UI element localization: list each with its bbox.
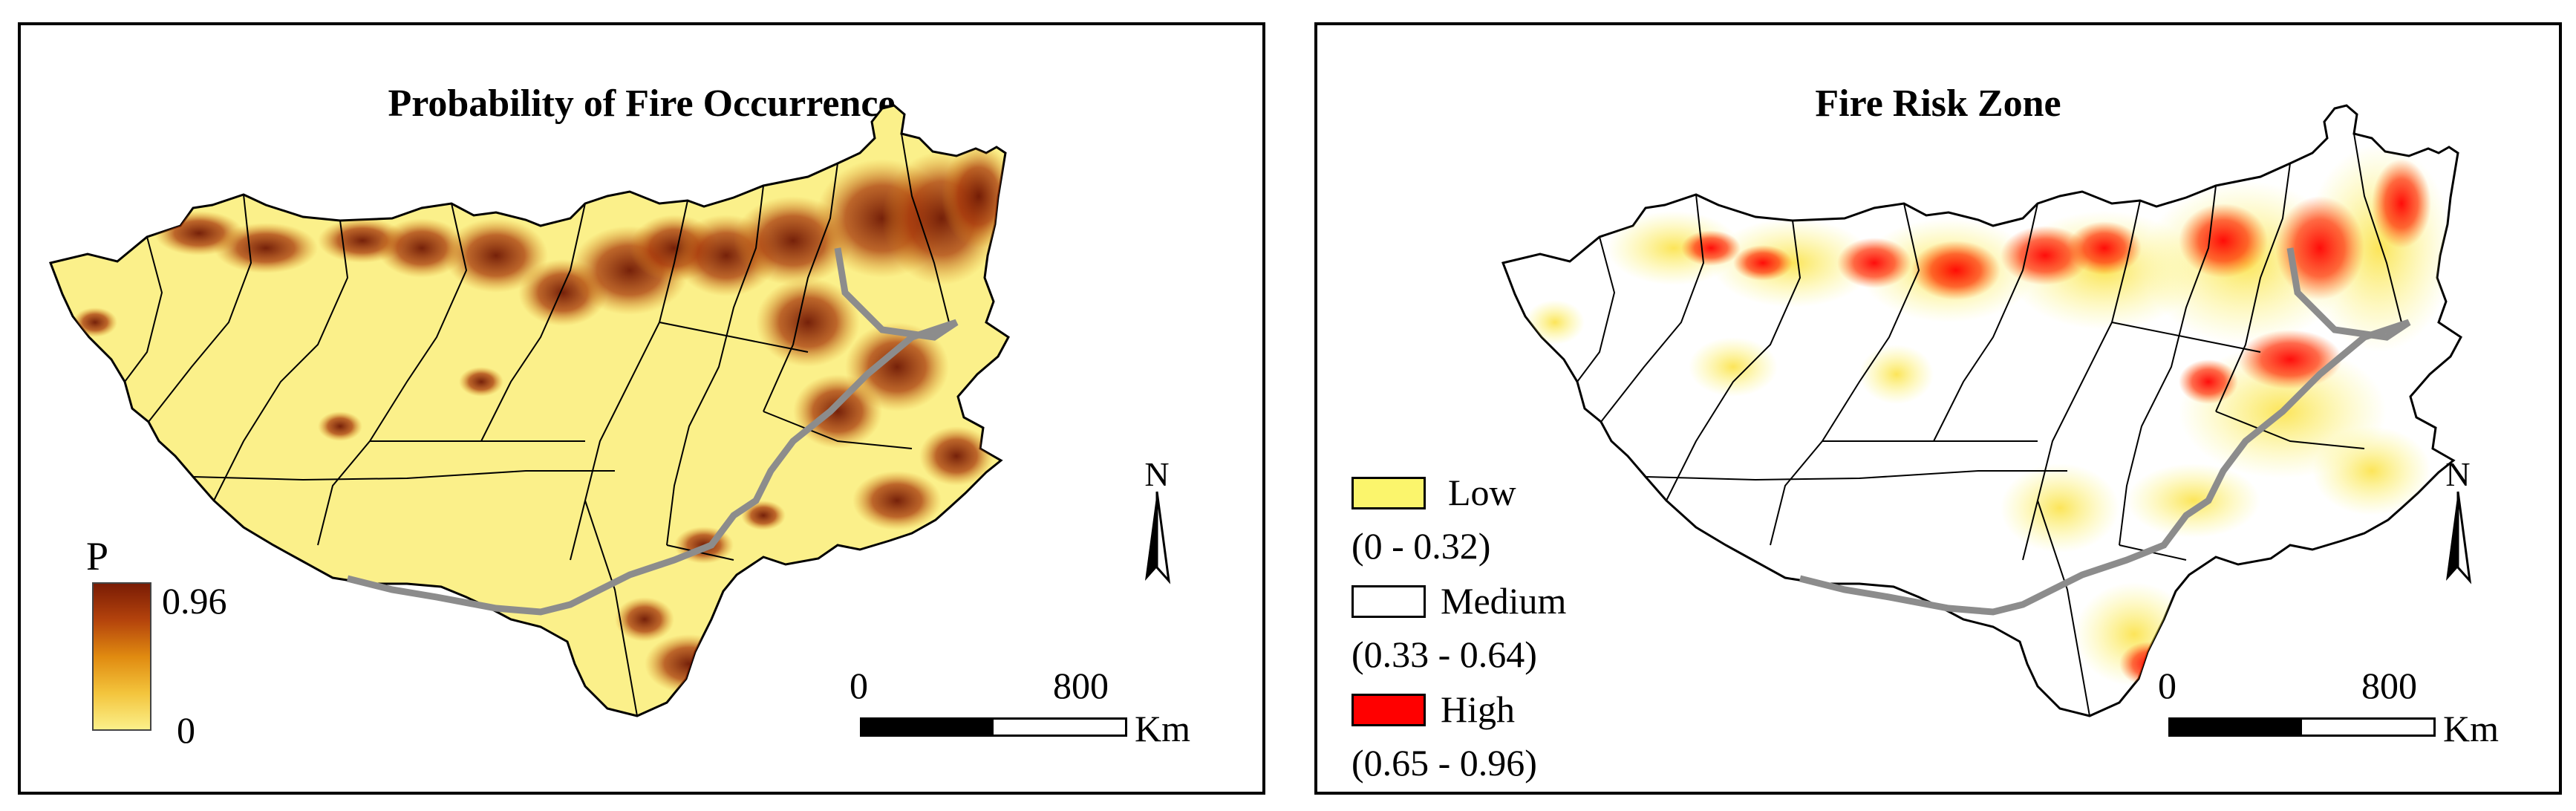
risk-country-border-line bbox=[1799, 247, 2411, 616]
legend-title: P bbox=[86, 534, 109, 579]
risk-district-boundaries bbox=[1576, 133, 2402, 717]
legend-label-low: Low bbox=[1448, 472, 1516, 513]
scale-zero-label: 0 bbox=[850, 665, 868, 706]
legend-range-medium: (0.33 - 0.64) bbox=[1351, 634, 1537, 675]
scale-end-label: 800 bbox=[2361, 665, 2417, 706]
legend-range-high: (0.65 - 0.96) bbox=[1351, 742, 1537, 784]
risk-zone-panel: Fire Risk Zone bbox=[1314, 22, 2562, 795]
legend-max-label: 0.96 bbox=[162, 580, 227, 622]
legend-label-high: High bbox=[1441, 688, 1515, 730]
scale-unit-label: Km bbox=[2443, 708, 2499, 749]
legend-swatch-low bbox=[1351, 477, 1426, 509]
probability-map-panel: Probability of Fire Occurrence bbox=[18, 22, 1265, 795]
country-border-line bbox=[346, 247, 959, 616]
north-arrow: N bbox=[1127, 455, 1187, 588]
scale-bar bbox=[860, 717, 1127, 737]
legend-swatch-high bbox=[1351, 694, 1426, 726]
scale-bar bbox=[2168, 717, 2436, 737]
legend-min-label: 0 bbox=[177, 709, 195, 751]
fire-hotspots bbox=[73, 144, 1008, 694]
scale-end-label: 800 bbox=[1053, 665, 1109, 706]
risk-zone-map bbox=[1501, 104, 2462, 717]
legend-label-medium: Medium bbox=[1441, 580, 1567, 622]
risk-zone-title: Fire Risk Zone bbox=[1815, 82, 2061, 125]
legend-swatch-medium bbox=[1351, 585, 1426, 618]
north-arrow: N bbox=[2428, 455, 2488, 588]
probability-map-title: Probability of Fire Occurrence bbox=[388, 82, 896, 125]
legend-range-low: (0 - 0.32) bbox=[1351, 525, 1491, 567]
scale-zero-label: 0 bbox=[2158, 665, 2176, 706]
probability-map bbox=[48, 104, 1010, 717]
color-ramp bbox=[92, 582, 151, 731]
scale-unit-label: Km bbox=[1135, 708, 1190, 749]
